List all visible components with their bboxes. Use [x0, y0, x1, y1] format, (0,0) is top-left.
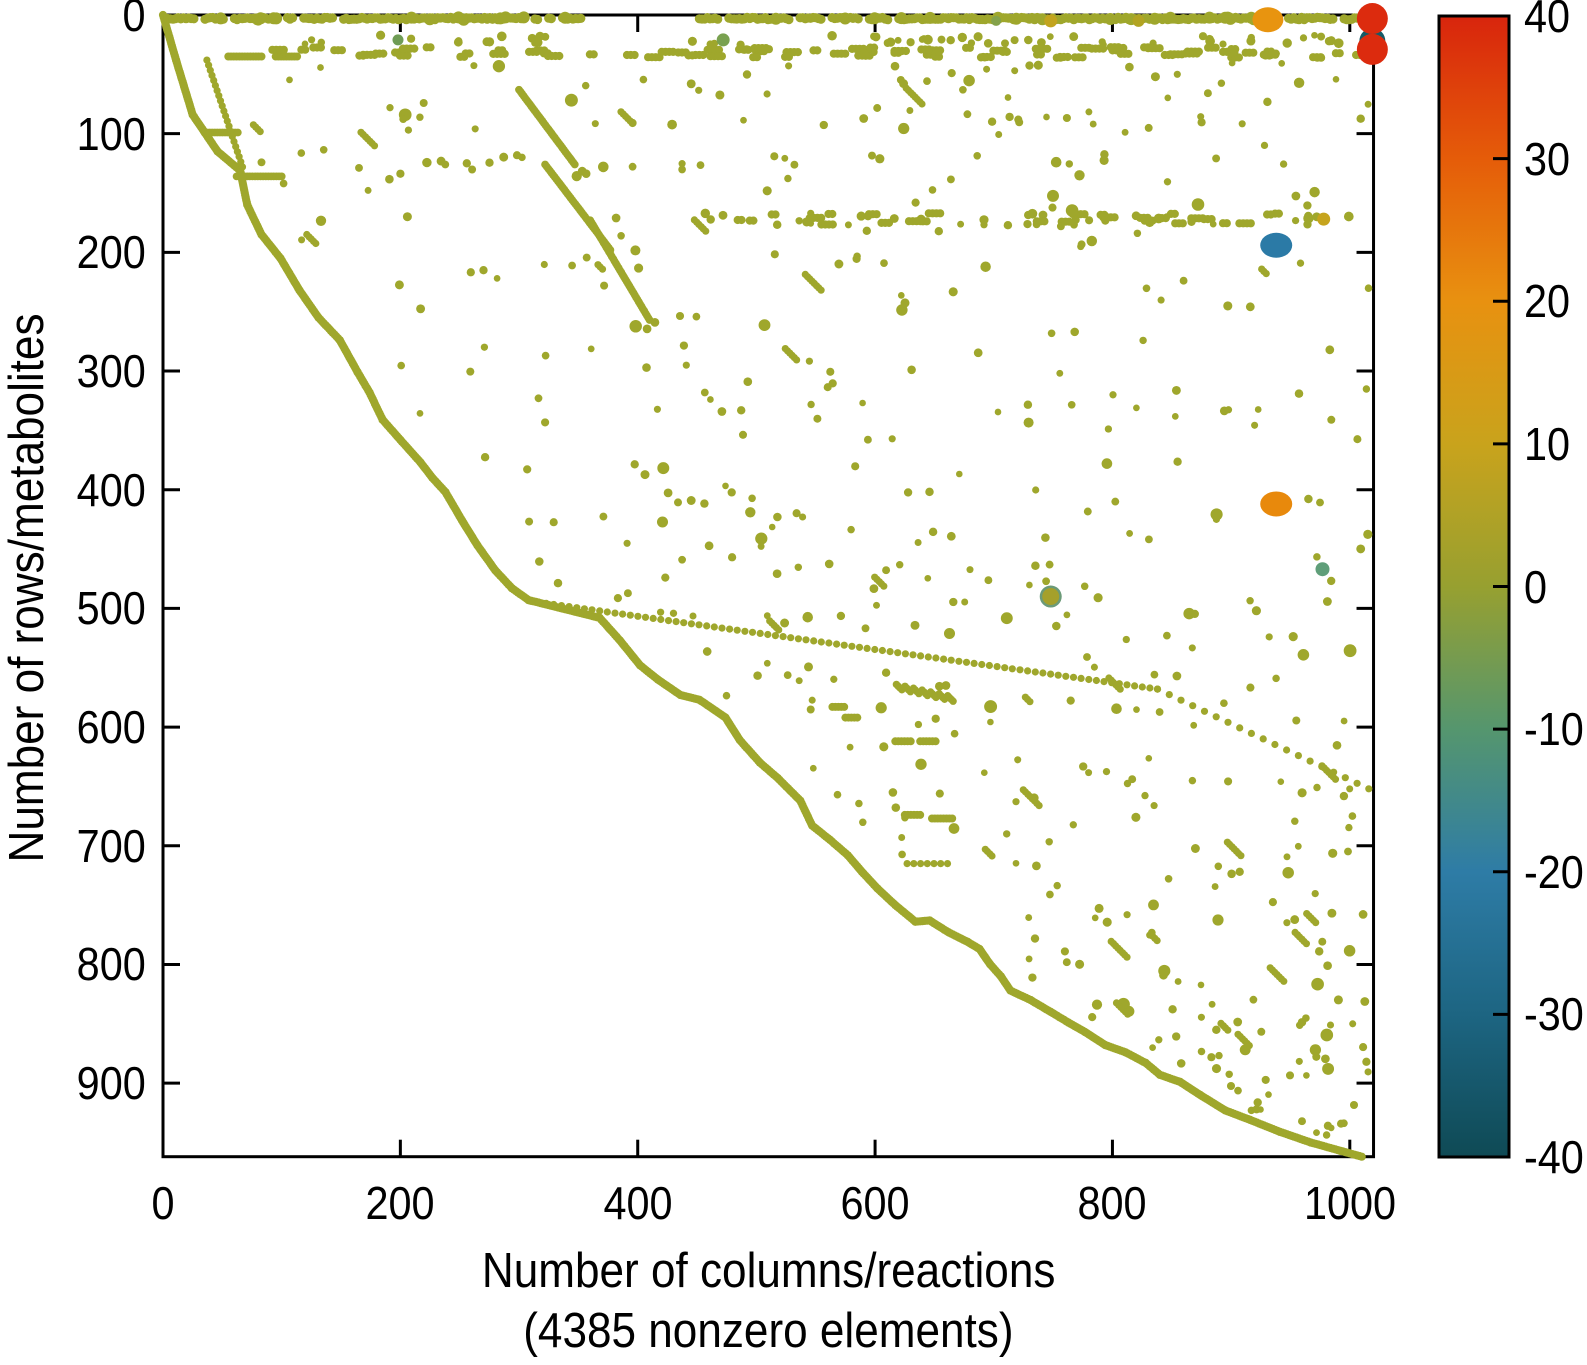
x-tick-label: 600: [837, 1176, 914, 1230]
y-tick-label-text: 400: [76, 463, 146, 516]
colorbar-tick-label-text: 20: [1524, 275, 1571, 328]
x-tick-label-text: 600: [840, 1177, 910, 1229]
colorbar-tick-label: 40: [1524, 0, 1575, 43]
colorbar-tick-label: 10: [1524, 417, 1575, 471]
colorbar-tick-label-text: 30: [1524, 132, 1571, 185]
colorbar-tick-label: -10: [1524, 702, 1587, 756]
colorbar-tick-label-text: -20: [1524, 845, 1584, 898]
y-tick-label: 800: [0, 937, 146, 991]
x-tick-label-text: 0: [151, 1177, 175, 1229]
y-tick-label: 500: [0, 581, 146, 635]
y-tick-label-text: 100: [76, 107, 146, 160]
x-tick-label: 200: [362, 1176, 439, 1230]
colorbar-tick-label-text: -40: [1524, 1131, 1584, 1183]
y-tick-label-text: 800: [76, 938, 146, 991]
colorbar-tick-label: -20: [1524, 845, 1587, 899]
x-tick-label: 800: [1074, 1176, 1151, 1230]
colorbar-tick-label-text: 40: [1524, 0, 1571, 42]
colorbar-tick-label-text: -30: [1524, 988, 1584, 1041]
colorbar-tick-label-text: 10: [1524, 417, 1571, 470]
y-tick-label-text: 200: [76, 226, 146, 279]
y-tick-label: 900: [0, 1056, 146, 1110]
y-tick-label-text: 700: [76, 819, 146, 872]
y-tick-label-text: 600: [76, 701, 146, 754]
colorbar-tick-label: -40: [1524, 1130, 1587, 1184]
y-tick-label: 200: [0, 225, 146, 279]
colorbar-tick-label: 30: [1524, 132, 1575, 186]
x-tick-label-text: 200: [365, 1177, 435, 1229]
x-tick-label: 1000: [1299, 1176, 1401, 1230]
y-tick-label-text: 300: [76, 345, 146, 398]
y-tick-label-text: 900: [76, 1057, 146, 1110]
y-tick-label-text: 0: [122, 0, 146, 41]
colorbar-tick-label-text: 0: [1524, 560, 1548, 613]
x-tick-label-text: 1000: [1303, 1177, 1396, 1229]
x-axis-sublabel-text: (4385 nonzero elements): [523, 1304, 1014, 1358]
y-tick-label: 300: [0, 344, 146, 398]
y-tick-label: 700: [0, 819, 146, 873]
colorbar-tick-label-text: -10: [1524, 703, 1584, 756]
y-tick-label: 600: [0, 700, 146, 754]
x-tick-label: 0: [150, 1176, 176, 1230]
x-axis-sublabel: (4385 nonzero elements): [163, 1303, 1374, 1359]
colorbar-tick-label: -30: [1524, 987, 1587, 1041]
y-tick-label: 0: [0, 0, 146, 42]
x-tick-label-text: 400: [603, 1177, 673, 1229]
x-tick-label: 400: [599, 1176, 676, 1230]
x-tick-label-text: 800: [1077, 1177, 1147, 1229]
colorbar-tick-label: 0: [1524, 560, 1550, 614]
x-axis-label-text: Number of columns/reactions: [481, 1244, 1056, 1298]
y-tick-label: 400: [0, 463, 146, 517]
colorbar-tick-label: 20: [1524, 274, 1575, 328]
x-axis-label: Number of columns/reactions: [163, 1243, 1374, 1299]
y-tick-label: 100: [0, 107, 146, 161]
y-tick-label-text: 500: [76, 582, 146, 635]
